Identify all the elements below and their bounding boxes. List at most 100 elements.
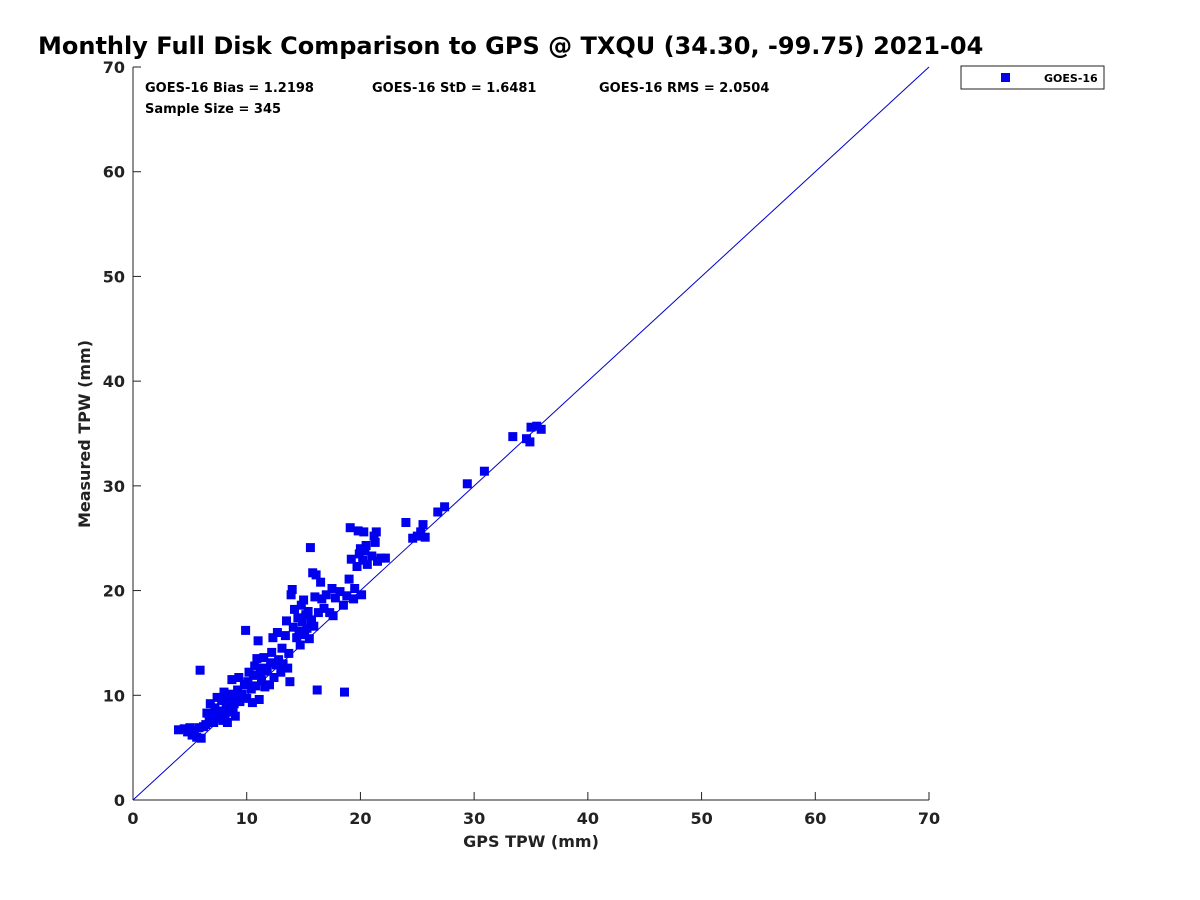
data-point: [346, 554, 356, 564]
legend: GOES-16: [960, 65, 1105, 90]
data-point: [252, 654, 262, 664]
x-axis-label: GPS TPW (mm): [463, 832, 599, 851]
data-point: [260, 682, 270, 692]
data-point: [319, 603, 329, 613]
data-point: [233, 685, 243, 695]
data-point: [247, 698, 257, 708]
data-point: [307, 615, 316, 625]
data-point: [214, 706, 224, 716]
y-tick-label: 30: [103, 477, 125, 496]
data-point: [278, 659, 288, 669]
data-point: [371, 527, 381, 537]
sample-size-stat: Sample Size = 345: [145, 102, 281, 117]
data-point: [350, 584, 360, 593]
x-tick-label: 50: [690, 809, 712, 828]
data-point: [234, 673, 244, 682]
data-point: [268, 633, 278, 643]
data-point: [271, 660, 281, 670]
legend-box: [960, 65, 1105, 90]
data-point: [295, 640, 305, 650]
x-tick-label: 60: [804, 809, 826, 828]
data-point: [310, 592, 320, 602]
data-point: [287, 585, 297, 594]
rms-stat: GOES-16 RMS = 2.0504: [599, 81, 769, 96]
data-point: [354, 549, 364, 559]
data-point: [536, 424, 546, 434]
data-point: [345, 523, 355, 533]
data-point: [226, 689, 236, 699]
x-tick-label: 0: [127, 809, 138, 828]
data-point: [328, 611, 338, 621]
data-point: [311, 570, 321, 580]
data-point: [232, 691, 241, 701]
bias-stat: GOES-16 Bias = 1.2198: [145, 81, 314, 96]
std-stat: GOES-16 StD = 1.6481: [372, 81, 536, 96]
data-point: [525, 437, 535, 447]
data-point: [303, 607, 313, 616]
data-point: [227, 675, 237, 685]
data-point: [174, 725, 183, 735]
data-point: [355, 544, 365, 554]
data-point: [353, 526, 363, 536]
data-point: [330, 593, 340, 603]
data-point: [249, 670, 258, 680]
data-point: [304, 634, 314, 644]
data-point: [283, 663, 293, 673]
y-tick-label: 40: [103, 372, 125, 391]
data-point: [208, 711, 218, 721]
data-point: [272, 628, 282, 637]
y-ticks: 0 10 20 30 40 50 60 70: [103, 58, 141, 810]
data-point: [359, 527, 369, 537]
data-point: [300, 630, 310, 640]
data-point: [309, 621, 319, 631]
data-point: [262, 666, 272, 676]
data-point: [380, 553, 390, 563]
y-axis-label: Measured TPW (mm): [75, 340, 94, 528]
x-ticks: 0 10 20 30 40 50 60 70: [127, 792, 940, 828]
data-point: [297, 617, 307, 627]
data-point: [276, 667, 286, 677]
data-point: [280, 631, 290, 641]
data-point: [189, 726, 199, 736]
data-point: [313, 608, 323, 618]
data-point: [358, 555, 368, 565]
data-point: [433, 507, 443, 517]
data-point: [258, 663, 268, 673]
data-point: [299, 595, 309, 605]
data-point: [360, 546, 370, 556]
data-point: [196, 733, 206, 743]
data-point: [254, 695, 264, 704]
data-point: [296, 600, 306, 610]
data-point: [230, 711, 240, 721]
data-point: [229, 699, 239, 709]
data-point: [250, 661, 260, 671]
data-point: [316, 577, 326, 587]
data-point: [294, 626, 304, 636]
data-point: [302, 623, 312, 633]
data-point: [340, 687, 349, 697]
y-tick-label: 70: [103, 58, 125, 77]
data-point: [243, 677, 253, 687]
x-tick-label: 10: [236, 809, 258, 828]
data-point: [479, 466, 489, 476]
data-point: [526, 422, 536, 432]
data-point: [342, 591, 352, 601]
data-point: [508, 432, 518, 442]
data-point: [367, 551, 377, 561]
data-point: [277, 643, 287, 653]
data-point: [282, 616, 291, 626]
legend-series-label: GOES-16: [1044, 72, 1098, 85]
data-point: [241, 625, 251, 635]
data-point: [205, 699, 215, 709]
data-point: [286, 590, 296, 600]
data-point: [255, 669, 265, 679]
data-point: [440, 502, 450, 512]
data-point: [285, 677, 295, 687]
data-point: [222, 718, 232, 727]
data-point: [284, 648, 294, 658]
data-point: [292, 633, 302, 643]
x-tick-label: 30: [463, 809, 485, 828]
data-point: [305, 543, 315, 553]
data-point: [352, 562, 362, 571]
